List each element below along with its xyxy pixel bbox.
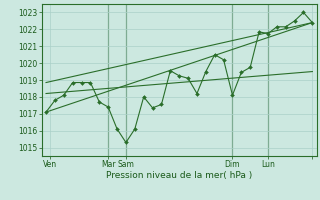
X-axis label: Pression niveau de la mer( hPa ): Pression niveau de la mer( hPa ): [106, 171, 252, 180]
